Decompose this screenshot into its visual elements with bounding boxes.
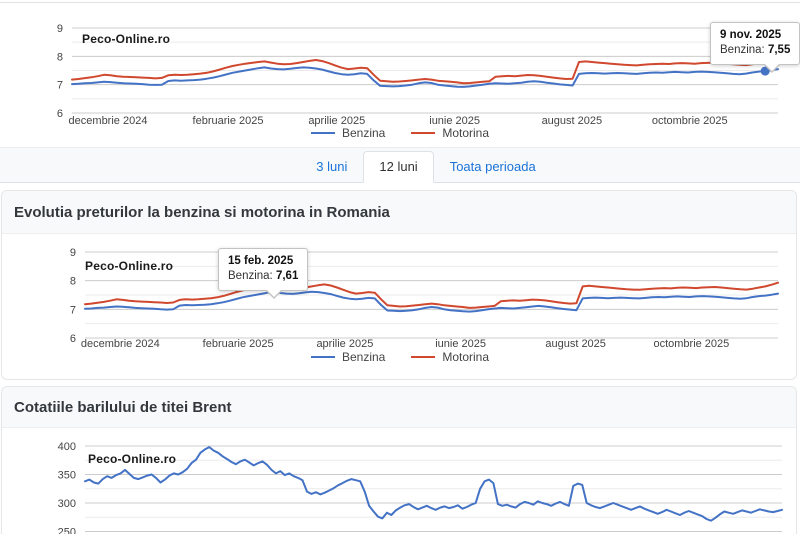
period-tab-bar: 3 luni 12 luni Toata perioada: [0, 147, 800, 183]
legend-label-motorina: Motorina: [442, 126, 490, 140]
benzina-line-swatch: [310, 132, 335, 134]
benzina-line-swatch: [310, 356, 335, 358]
svg-text:350: 350: [58, 470, 76, 482]
legend-label-benzina: Benzina: [341, 126, 386, 140]
tab-3-luni[interactable]: 3 luni: [316, 159, 348, 174]
tooltip-date: 15 feb. 2025: [228, 255, 294, 267]
fuel-section-heading: Evolutia preturilor la benzina si motori…: [2, 191, 796, 234]
svg-text:400: 400: [58, 441, 76, 453]
fuel-price-chart-main[interactable]: 6 7 8 9 decembrie 2024 februarie 2025 aprilie …: [0, 240, 800, 376]
chart-legend: Benzina Motorina: [0, 350, 800, 364]
legend-item-benzina: Benzina: [310, 126, 386, 140]
legend-item-motorina: Motorina: [411, 126, 489, 140]
watermark-logo: Peco-Online.ro: [82, 32, 171, 46]
tooltip-value: Benzina: 7,55: [720, 44, 791, 56]
svg-text:6: 6: [57, 108, 63, 120]
legend-item-motorina: Motorina: [411, 350, 489, 364]
tooltip-date: 9 nov. 2025: [720, 29, 782, 41]
legend-item-benzina: Benzina: [310, 350, 386, 364]
period-tabs: 3 luni 12 luni Toata perioada: [300, 151, 551, 183]
svg-text:aprilie 2025: aprilie 2025: [316, 338, 373, 350]
svg-text:250: 250: [58, 527, 76, 534]
svg-text:august 2025: august 2025: [542, 115, 603, 127]
svg-text:iunie 2025: iunie 2025: [435, 338, 486, 350]
svg-text:7: 7: [70, 304, 76, 316]
fuel-section-card: Evolutia preturilor la benzina si motori…: [1, 190, 797, 380]
svg-text:octombrie 2025: octombrie 2025: [652, 115, 728, 127]
top-divider: [0, 2, 800, 3]
tab-12-luni[interactable]: 12 luni: [363, 151, 434, 183]
svg-text:9: 9: [57, 23, 63, 35]
chart-tooltip: 15 feb. 2025 Benzina: 7,61: [218, 248, 309, 299]
svg-text:iunie 2025: iunie 2025: [429, 115, 480, 127]
brent-section-heading: Cotatiile barilului de titei Brent: [2, 387, 796, 428]
svg-text:8: 8: [70, 276, 76, 288]
svg-text:decembrie 2024: decembrie 2024: [69, 115, 148, 127]
svg-text:august 2025: august 2025: [545, 338, 606, 350]
tooltip-value: Benzina: 7,61: [228, 270, 299, 282]
motorina-line-swatch: [411, 356, 436, 358]
svg-text:300: 300: [58, 498, 76, 510]
svg-text:octombrie 2025: octombrie 2025: [653, 338, 729, 350]
chart-tooltip: 9 nov. 2025 Benzina: 7,55: [710, 22, 800, 73]
legend-label-benzina: Benzina: [341, 350, 386, 364]
svg-text:februarie 2025: februarie 2025: [193, 115, 264, 127]
watermark-logo: Peco-Online.ro: [85, 259, 174, 273]
svg-text:6: 6: [70, 333, 76, 345]
fuel-price-chart-top[interactable]: 6 7 8 9 decembrie 2024 februarie 2025 aprilie …: [0, 8, 800, 146]
svg-text:7: 7: [57, 80, 63, 92]
svg-text:decembrie 2024: decembrie 2024: [81, 338, 160, 350]
brent-price-chart[interactable]: 250 300 350 400 Peco-Online.ro: [0, 430, 800, 534]
motorina-line-swatch: [411, 132, 436, 134]
svg-text:9: 9: [70, 247, 76, 259]
svg-text:8: 8: [57, 51, 63, 63]
legend-label-motorina: Motorina: [442, 350, 490, 364]
tab-toata-perioada[interactable]: Toata perioada: [449, 159, 536, 174]
chart-legend: Benzina Motorina: [0, 126, 800, 140]
svg-text:februarie 2025: februarie 2025: [203, 338, 274, 350]
watermark-logo: Peco-Online.ro: [88, 452, 177, 466]
svg-text:aprilie 2025: aprilie 2025: [308, 115, 365, 127]
